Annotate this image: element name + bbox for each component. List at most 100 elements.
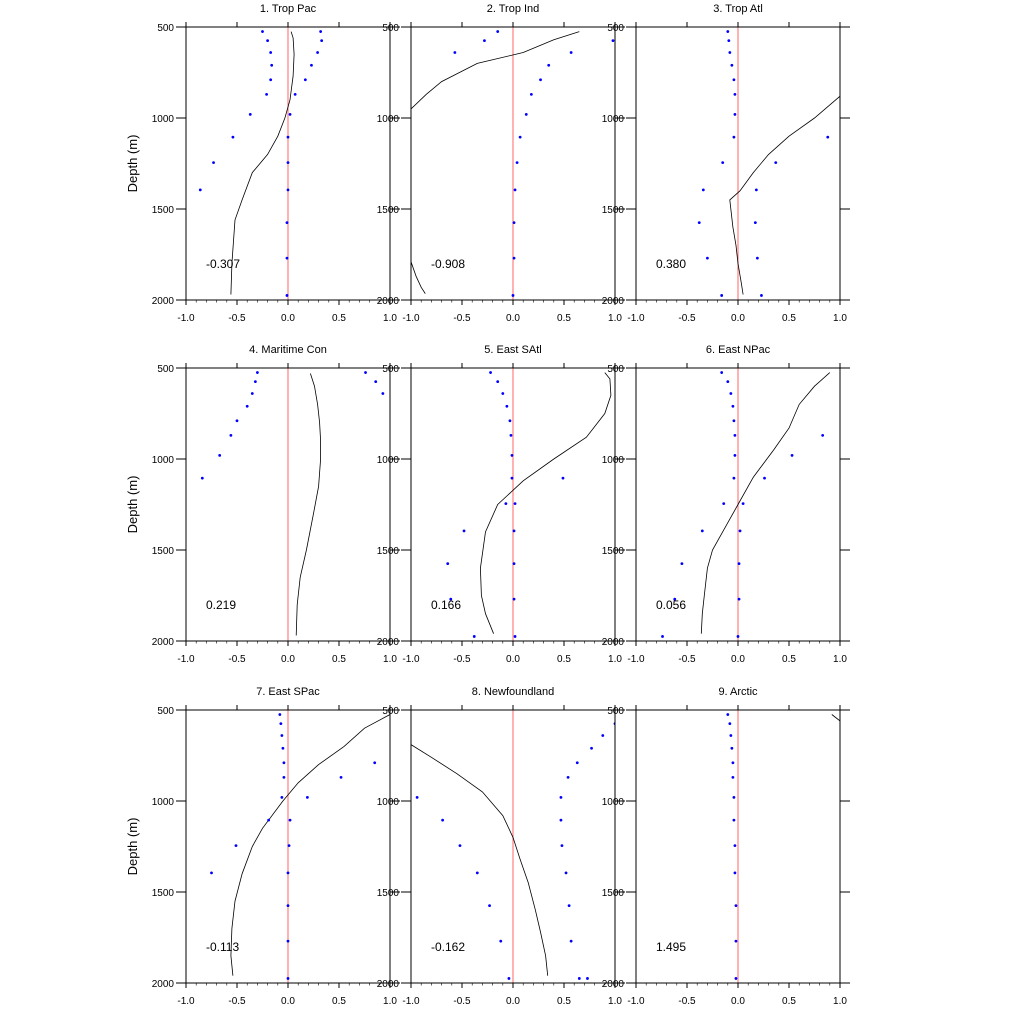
data-point — [601, 734, 605, 737]
data-point — [513, 502, 517, 505]
y-tick-label: 500 — [607, 23, 624, 34]
x-tick-label: 0.5 — [332, 313, 346, 324]
y-tick-label: 1500 — [377, 205, 400, 216]
data-point — [415, 795, 419, 799]
data-point — [282, 761, 286, 765]
x-tick-label: 0.0 — [731, 654, 745, 665]
data-point — [721, 161, 725, 164]
x-tick-label: 0.5 — [332, 996, 346, 1007]
data-point — [733, 844, 737, 847]
x-tick-label: -1.0 — [177, 654, 195, 665]
data-point — [730, 63, 734, 67]
data-point — [754, 188, 758, 192]
correlation-annotation: 0.380 — [656, 257, 686, 271]
data-point — [374, 380, 378, 384]
data-point — [733, 433, 737, 437]
data-point — [510, 476, 514, 480]
data-point — [285, 256, 289, 260]
data-point — [515, 161, 519, 164]
data-point — [286, 188, 290, 192]
plot-area — [661, 368, 831, 641]
data-point — [733, 453, 737, 457]
data-point — [734, 939, 738, 943]
data-point — [319, 30, 323, 33]
panel-4: 4. Maritime Con Depth (m) -1.0 -0.5 0.0 0.5 1.… — [125, 344, 400, 665]
x-tick-label: 1.0 — [833, 313, 847, 324]
y-tick-label: 500 — [607, 364, 624, 375]
data-point — [475, 871, 479, 875]
x-tick-label: -0.5 — [453, 654, 471, 665]
data-point — [287, 844, 291, 847]
x-tick-label: -1.0 — [627, 654, 645, 665]
y-tick-label: 500 — [607, 706, 624, 717]
data-point — [269, 78, 273, 82]
data-point — [561, 476, 565, 480]
data-point — [303, 78, 307, 82]
profile-line — [411, 261, 426, 294]
correlation-annotation: 1.495 — [656, 940, 686, 954]
data-point — [566, 775, 570, 779]
y-axis-label: Depth (m) — [125, 135, 140, 193]
data-point — [316, 51, 319, 54]
data-point — [446, 562, 450, 566]
data-point — [661, 635, 664, 638]
correlation-annotation: 0.219 — [206, 598, 236, 612]
y-tick-label: 2000 — [377, 296, 400, 307]
y-tick-label: 1500 — [602, 546, 625, 557]
data-point — [728, 51, 732, 54]
data-point — [339, 775, 343, 779]
y-axis-label: Depth (m) — [125, 476, 140, 534]
data-point — [736, 635, 740, 638]
data-point — [733, 112, 737, 116]
data-point — [499, 939, 503, 943]
data-point — [741, 502, 745, 505]
data-point — [286, 871, 290, 875]
data-point — [518, 135, 522, 139]
data-point — [700, 529, 704, 533]
y-tick-label: 2000 — [377, 979, 400, 990]
y-tick-label: 2000 — [602, 979, 625, 990]
data-point — [774, 161, 778, 164]
y-axis-label: Depth (m) — [125, 818, 140, 876]
x-tick-label: 1.0 — [833, 654, 847, 665]
data-point — [286, 939, 290, 943]
x-tick-label: -0.5 — [453, 313, 471, 324]
panel-2: 2. Trop Ind -1.0 -0.5 0.0 0.5 1.0 500 1000 1500 2… — [377, 3, 625, 324]
panel-title: 9. Arctic — [718, 686, 758, 698]
panel-title: 8. Newfoundland — [472, 686, 555, 698]
y-tick-label: 1000 — [602, 797, 625, 808]
y-tick-label: 500 — [382, 23, 399, 34]
data-point — [732, 818, 736, 822]
panel-8: 8. Newfoundland -1.0 -0.5 0.0 0.5 1.0 500 1000 1… — [377, 686, 625, 1007]
data-point — [732, 78, 736, 82]
y-tick-label: 500 — [157, 23, 174, 34]
panel-title: 1. Trop Pac — [260, 3, 317, 15]
data-point — [229, 433, 233, 437]
x-tick-label: 1.0 — [608, 996, 622, 1007]
data-point — [501, 392, 505, 395]
data-point — [245, 404, 249, 408]
data-point — [560, 844, 564, 847]
y-tick-label: 2000 — [152, 637, 175, 648]
panel-title: 7. East SPac — [256, 686, 320, 698]
y-tick-label: 2000 — [152, 979, 175, 990]
data-point — [496, 30, 500, 33]
data-point — [732, 476, 736, 480]
data-point — [590, 746, 593, 750]
x-tick-label: 1.0 — [383, 654, 397, 665]
data-point — [267, 818, 271, 822]
data-point — [285, 221, 289, 225]
x-tick-label: 1.0 — [833, 996, 847, 1007]
y-tick-label: 1500 — [602, 205, 625, 216]
x-tick-label: 0.5 — [782, 654, 796, 665]
y-tick-label: 1000 — [602, 455, 625, 466]
data-point — [512, 562, 516, 566]
data-point — [286, 135, 290, 139]
plot-area — [697, 27, 840, 300]
data-point — [234, 844, 238, 847]
data-point — [586, 977, 589, 980]
data-point — [734, 904, 738, 908]
x-tick-label: -1.0 — [177, 313, 195, 324]
data-point — [231, 135, 235, 139]
